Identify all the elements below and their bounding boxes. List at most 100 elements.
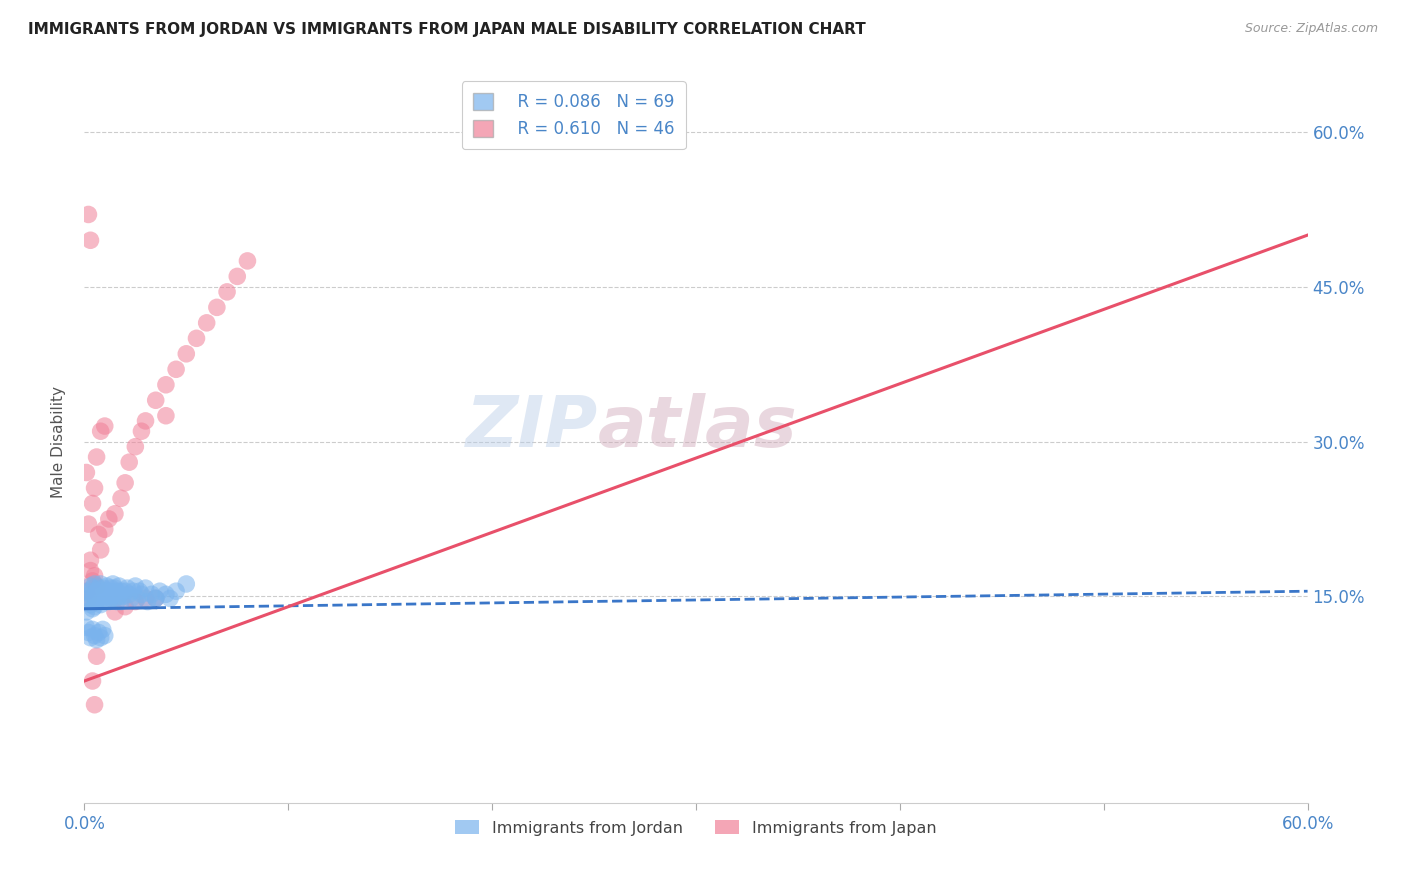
Point xyxy=(86,632,108,647)
Point xyxy=(91,581,114,595)
Point xyxy=(114,599,136,614)
Point xyxy=(104,507,127,521)
Point xyxy=(226,269,249,284)
Point xyxy=(79,587,101,601)
Point xyxy=(155,377,177,392)
Point xyxy=(128,584,150,599)
Point xyxy=(77,584,100,599)
Point xyxy=(145,591,167,606)
Point xyxy=(236,254,259,268)
Point xyxy=(83,698,105,712)
Point xyxy=(83,629,105,643)
Point xyxy=(82,574,104,588)
Point xyxy=(186,331,208,345)
Point xyxy=(93,594,115,608)
Point xyxy=(96,579,118,593)
Point xyxy=(120,591,142,606)
Point xyxy=(83,568,105,582)
Text: ZIP: ZIP xyxy=(465,392,598,461)
Point xyxy=(135,414,157,428)
Point xyxy=(165,584,187,599)
Point xyxy=(118,455,141,469)
Point xyxy=(83,481,105,495)
Point xyxy=(101,587,124,601)
Point xyxy=(79,579,101,593)
Point xyxy=(79,598,101,612)
Point xyxy=(83,599,105,614)
Point xyxy=(217,285,239,299)
Point xyxy=(87,527,110,541)
Point xyxy=(75,584,97,599)
Point xyxy=(110,491,132,506)
Point xyxy=(115,581,138,595)
Point xyxy=(141,587,163,601)
Point xyxy=(93,584,115,599)
Point xyxy=(131,587,153,601)
Point xyxy=(145,393,167,408)
Point xyxy=(77,625,100,640)
Point xyxy=(86,594,108,608)
Point xyxy=(90,542,112,557)
Point xyxy=(86,579,108,593)
Point xyxy=(82,581,104,595)
Point xyxy=(86,450,108,464)
Point xyxy=(131,424,153,438)
Point xyxy=(145,591,167,606)
Point xyxy=(135,581,157,595)
Point xyxy=(124,579,146,593)
Point xyxy=(105,584,128,599)
Point xyxy=(110,584,132,599)
Point xyxy=(101,577,124,591)
Point xyxy=(79,553,101,567)
Point xyxy=(93,629,115,643)
Point xyxy=(110,594,132,608)
Point xyxy=(90,424,112,438)
Point xyxy=(112,590,135,604)
Point xyxy=(114,584,136,599)
Text: atlas: atlas xyxy=(598,392,797,461)
Text: IMMIGRANTS FROM JORDAN VS IMMIGRANTS FROM JAPAN MALE DISABILITY CORRELATION CHAR: IMMIGRANTS FROM JORDAN VS IMMIGRANTS FRO… xyxy=(28,22,866,37)
Point xyxy=(90,598,112,612)
Point xyxy=(87,591,110,606)
Point xyxy=(165,362,187,376)
Point xyxy=(77,591,100,606)
Point xyxy=(79,233,101,247)
Point xyxy=(75,620,97,634)
Point xyxy=(108,590,131,604)
Point xyxy=(91,591,114,606)
Point xyxy=(96,590,118,604)
Point xyxy=(159,591,181,606)
Point xyxy=(82,623,104,637)
Legend: Immigrants from Jordan, Immigrants from Japan: Immigrants from Jordan, Immigrants from … xyxy=(446,811,946,846)
Point xyxy=(108,579,131,593)
Point xyxy=(97,584,120,599)
Point xyxy=(136,594,159,608)
Point xyxy=(97,512,120,526)
Point xyxy=(104,591,127,606)
Point xyxy=(82,591,104,606)
Point xyxy=(100,581,122,595)
Point xyxy=(135,591,157,606)
Point xyxy=(105,594,128,608)
Point xyxy=(155,409,177,423)
Point xyxy=(83,577,105,591)
Point xyxy=(118,587,141,601)
Point xyxy=(124,440,146,454)
Point xyxy=(77,591,100,606)
Point xyxy=(114,475,136,490)
Point xyxy=(79,631,101,645)
Point xyxy=(83,590,105,604)
Point xyxy=(90,577,112,591)
Point xyxy=(82,601,104,615)
Point xyxy=(149,584,172,599)
Point xyxy=(93,419,115,434)
Point xyxy=(195,316,218,330)
Point xyxy=(87,581,110,595)
Point xyxy=(174,577,197,591)
Point xyxy=(79,564,101,578)
Point xyxy=(124,594,146,608)
Point xyxy=(86,649,108,664)
Point xyxy=(75,605,97,619)
Point xyxy=(86,584,108,599)
Point xyxy=(82,496,104,510)
